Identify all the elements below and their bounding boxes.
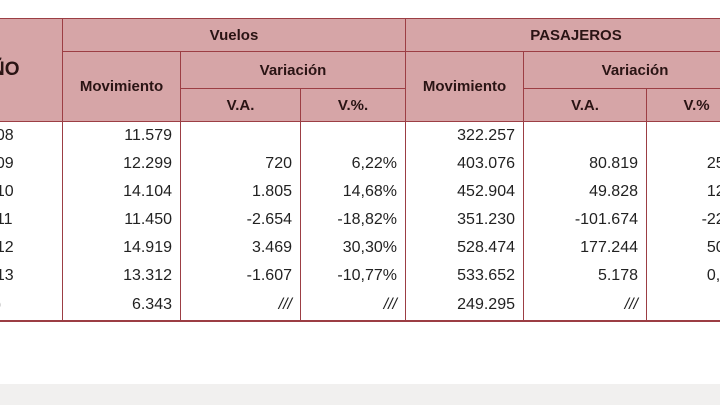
pasajeros-vpct-cell: -22,4	[645, 206, 720, 234]
pasajeros-movimiento-cell: 322.257	[405, 121, 524, 150]
pasajeros-va-cell: -101.674	[523, 206, 647, 234]
pasajeros-vpct-header: V.%	[645, 88, 720, 122]
year-cell: 011	[0, 206, 63, 234]
vuelos-movimiento-cell: 12.299	[62, 150, 181, 178]
pasajeros-movimiento-header: Movimiento	[405, 51, 524, 122]
vuelos-vpct-header: V.%.	[300, 88, 406, 122]
vuelos-header: Vuelos	[62, 18, 406, 52]
vuelos-movimiento-cell: 11.579	[62, 121, 181, 150]
pasajeros-va-cell: 80.819	[523, 150, 647, 178]
statistics-table: ÑO Vuelos PASAJEROS Movimiento Variación…	[0, 18, 720, 322]
vuelos-va-header: V.A.	[180, 88, 301, 122]
year-cell: 013	[0, 262, 63, 290]
page-bottom-margin	[0, 384, 720, 405]
pasajeros-va-cell	[523, 121, 647, 150]
vuelos-vpct-cell: 30,30%	[300, 234, 406, 262]
year-cell: 008	[0, 121, 63, 150]
vuelos-vpct-cell: 14,68%	[300, 178, 406, 206]
pasajeros-movimiento-cell: 533.652	[405, 262, 524, 290]
vuelos-movimiento-header: Movimiento	[62, 51, 181, 122]
year-cell: 010	[0, 178, 63, 206]
table-row: 009 12.299 720 6,22% 403.076 80.819 25,0	[0, 150, 720, 178]
pasajeros-vpct-cell: 0,98	[645, 262, 720, 290]
pasajeros-va-cell: 177.244	[523, 234, 647, 262]
vuelos-va-cell: 720	[180, 150, 301, 178]
pasajeros-vpct-cell: 50,4	[645, 234, 720, 262]
pasajeros-header: PASAJEROS	[404, 18, 720, 52]
pasajeros-variacion-header: Variación	[522, 51, 720, 89]
table-row: 010 14.104 1.805 14,68% 452.904 49.828 1…	[0, 178, 720, 206]
pasajeros-movimiento-cell: 249.295	[405, 290, 524, 322]
vuelos-va-cell: -2.654	[180, 206, 301, 234]
vuelos-vpct-cell: 6,22%	[300, 150, 406, 178]
vuelos-vpct-cell: -18,82%	[300, 206, 406, 234]
table-row: 012 14.919 3.469 30,30% 528.474 177.244 …	[0, 234, 720, 262]
pasajeros-va-cell: ///	[523, 290, 647, 322]
pasajeros-vpct-cell: //	[645, 290, 720, 322]
vuelos-variacion-header: Variación	[180, 51, 406, 89]
pasajeros-vpct-cell: 12,3	[645, 178, 720, 206]
vuelos-vpct-cell: -10,77%	[300, 262, 406, 290]
vuelos-movimiento-cell: 6.343	[62, 290, 181, 322]
pasajeros-vpct-cell: 25,0	[645, 150, 720, 178]
vuelos-vpct-cell	[300, 121, 406, 150]
pasajeros-va-header: V.A.	[523, 88, 647, 122]
vuelos-movimiento-cell: 13.312	[62, 262, 181, 290]
vuelos-vpct-cell: ///	[300, 290, 406, 322]
vuelos-va-cell: 1.805	[180, 178, 301, 206]
table-row: 011 11.450 -2.654 -18,82% 351.230 -101.6…	[0, 206, 720, 234]
pasajeros-va-cell: 5.178	[523, 262, 647, 290]
pasajeros-movimiento-cell: 528.474	[405, 234, 524, 262]
pasajeros-va-cell: 49.828	[523, 178, 647, 206]
vuelos-va-cell	[180, 121, 301, 150]
vuelos-movimiento-cell: 14.919	[62, 234, 181, 262]
pasajeros-movimiento-cell: 452.904	[405, 178, 524, 206]
pasajeros-vpct-cell	[645, 121, 720, 150]
vuelos-movimiento-cell: 14.104	[62, 178, 181, 206]
vuelos-movimiento-cell: 11.450	[62, 206, 181, 234]
year-cell: 1)	[0, 290, 63, 322]
table-row: 1) 6.343 /// /// 249.295 /// //	[0, 290, 720, 322]
vuelos-va-cell: -1.607	[180, 262, 301, 290]
year-cell: 009	[0, 150, 63, 178]
table-row: 013 13.312 -1.607 -10,77% 533.652 5.178 …	[0, 262, 720, 290]
pasajeros-movimiento-cell: 403.076	[405, 150, 524, 178]
table-row: 008 11.579 322.257	[0, 121, 720, 150]
vuelos-va-cell: 3.469	[180, 234, 301, 262]
year-cell: 012	[0, 234, 63, 262]
vuelos-va-cell: ///	[180, 290, 301, 322]
year-header: ÑO	[0, 18, 63, 122]
pasajeros-movimiento-cell: 351.230	[405, 206, 524, 234]
